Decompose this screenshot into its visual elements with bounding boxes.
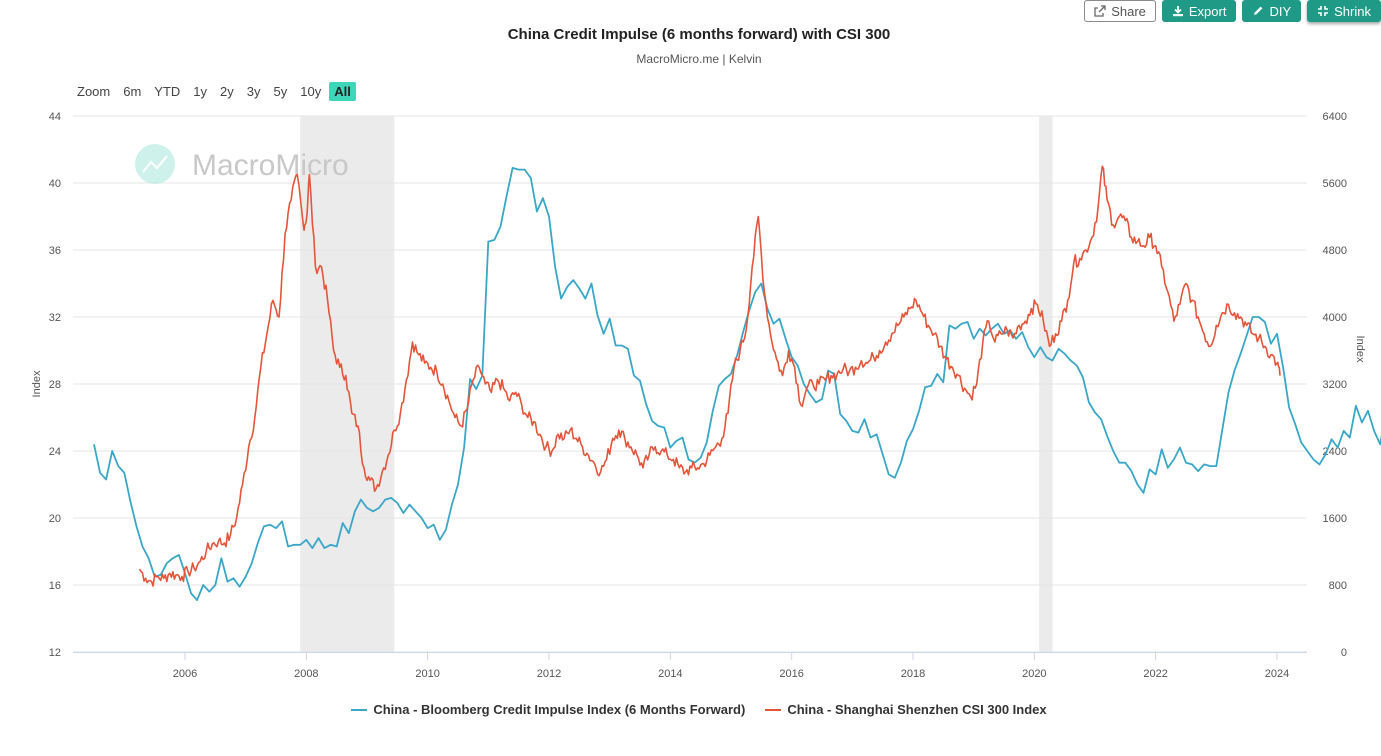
legend-item-credit-impulse[interactable]: China - Bloomberg Credit Impulse Index (… xyxy=(351,702,745,717)
zoom-6m-button[interactable]: 6m xyxy=(123,84,142,99)
watermark-text: MacroMicro xyxy=(192,149,349,182)
download-icon xyxy=(1172,6,1183,17)
axes: 2006 2008 2010 2012 2014 2016 2018 2020 2022 2024… xyxy=(31,111,1366,680)
y-right-tick-label-800: 800 xyxy=(1329,580,1347,592)
y-right-tick-label-4800: 4800 xyxy=(1323,245,1347,257)
y-left-tick-label-32: 32 xyxy=(49,312,61,324)
diy-label: DIY xyxy=(1269,3,1292,19)
y-left-tick-label-28: 28 xyxy=(49,379,61,391)
y-right-tick-label-3200: 3200 xyxy=(1323,379,1347,391)
x-tick-label-2006: 2006 xyxy=(173,668,197,680)
y-left-tick-label-36: 36 xyxy=(49,245,61,257)
share-button[interactable]: Share xyxy=(1084,0,1156,22)
compress-icon xyxy=(1318,6,1329,16)
y-right-tick-label-1600: 1600 xyxy=(1323,513,1347,525)
credit-impulse-line[interactable] xyxy=(93,166,1381,601)
zoom-1y-button[interactable]: 1y xyxy=(193,84,208,99)
zoom-all-button[interactable]: All xyxy=(329,82,356,101)
x-tick-label-2016: 2016 xyxy=(779,668,803,680)
x-tick-label-2012: 2012 xyxy=(537,668,561,680)
zoom-label: Zoom xyxy=(77,84,111,99)
legend-label-csi300: China - Shanghai Shenzhen CSI 300 Index xyxy=(787,702,1047,717)
export-label: Export xyxy=(1188,3,1227,19)
zoom-10y-button[interactable]: 10y xyxy=(300,84,322,99)
toolbar: Share Export DIY Shrink xyxy=(1084,0,1381,22)
legend-item-csi300[interactable]: China - Shanghai Shenzhen CSI 300 Index xyxy=(765,702,1047,717)
diy-button[interactable]: DIY xyxy=(1242,0,1302,22)
watermark: MacroMicro xyxy=(135,144,349,184)
x-tick-label-2014: 2014 xyxy=(658,668,682,680)
share-label: Share xyxy=(1111,3,1146,19)
y-right-axis-title: Index xyxy=(1354,336,1366,363)
x-tick-label-2024: 2024 xyxy=(1265,668,1289,680)
series-credit-impulse[interactable] xyxy=(93,166,1381,601)
y-left-tick-label-20: 20 xyxy=(49,513,61,525)
pencil-icon xyxy=(1254,6,1263,15)
legend-label-credit-impulse: China - Bloomberg Credit Impulse Index (… xyxy=(373,702,746,717)
x-tick-label-2010: 2010 xyxy=(415,668,439,680)
x-tick-label-2022: 2022 xyxy=(1143,668,1167,680)
zoom-range-selector: Zoom 6m YTD 1y 2y 3y 5y 10y All xyxy=(77,82,359,101)
y-left-tick-label-40: 40 xyxy=(49,178,61,190)
y-right-tick-label-0: 0 xyxy=(1341,647,1347,659)
watermark-chart-icon xyxy=(142,155,168,173)
export-button[interactable]: Export xyxy=(1161,0,1237,22)
legend: China - Bloomberg Credit Impulse Index (… xyxy=(0,702,1381,717)
zoom-3y-button[interactable]: 3y xyxy=(246,84,261,99)
chart-title: China Credit Impulse (6 months forward) … xyxy=(507,26,891,43)
zoom-2y-button[interactable]: 2y xyxy=(220,84,234,99)
zoom-5y-button[interactable]: 5y xyxy=(273,84,288,99)
y-right-tick-label-4000: 4000 xyxy=(1323,312,1347,324)
y-right-tick-label-6400: 6400 xyxy=(1323,111,1347,123)
y-left-tick-label-24: 24 xyxy=(49,446,61,458)
x-tick-label-2020: 2020 xyxy=(1022,668,1046,680)
watermark-logo-icon xyxy=(135,144,175,184)
series-csi300[interactable] xyxy=(138,165,1281,587)
shrink-button[interactable]: Shrink xyxy=(1307,0,1381,22)
y-left-tick-label-12: 12 xyxy=(49,647,61,659)
share-icon xyxy=(1094,5,1106,17)
zoom-ytd-button[interactable]: YTD xyxy=(154,84,181,99)
x-tick-label-2008: 2008 xyxy=(294,668,318,680)
y-right-tick-label-5600: 5600 xyxy=(1323,178,1347,190)
legend-swatch-csi300 xyxy=(765,708,782,711)
csi300-line[interactable] xyxy=(138,165,1281,587)
y-left-axis-title: Index xyxy=(31,370,43,397)
x-tick-label-2018: 2018 xyxy=(901,668,925,680)
y-left-tick-label-44: 44 xyxy=(49,111,61,123)
y-left-tick-label-16: 16 xyxy=(49,580,61,592)
shrink-label: Shrink xyxy=(1334,3,1371,19)
chart-subtitle: MacroMicro.me | Kelvin xyxy=(636,52,762,66)
chart-area[interactable]: MacroMicro 2006 2008 2010 2012 2014 2016 2018 2… xyxy=(0,0,1381,700)
legend-swatch-credit-impulse xyxy=(351,708,368,711)
